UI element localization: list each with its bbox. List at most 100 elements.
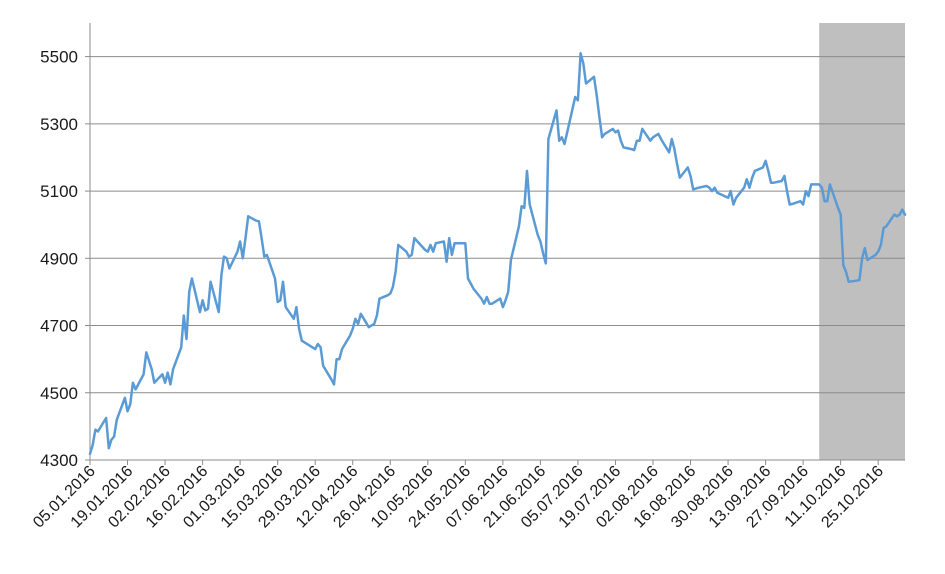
data-point: [754, 170, 756, 172]
data-point: [188, 291, 190, 293]
data-point: [735, 197, 737, 199]
data-point: [242, 257, 244, 259]
data-point: [368, 326, 370, 328]
data-point: [692, 188, 694, 190]
data-point: [108, 447, 110, 449]
data-point: [164, 382, 166, 384]
data-point: [491, 303, 493, 305]
data-point: [266, 254, 268, 256]
data-point: [314, 348, 316, 350]
data-point: [443, 240, 445, 243]
data-point: [845, 271, 847, 273]
data-point: [330, 378, 332, 380]
data-point: [89, 453, 91, 455]
data-point: [773, 182, 775, 184]
data-point: [336, 358, 338, 360]
data-point: [373, 323, 375, 325]
data-point: [767, 170, 769, 172]
data-point: [462, 242, 464, 244]
data-point: [360, 313, 362, 315]
data-point: [799, 200, 802, 202]
data-point: [424, 249, 426, 251]
data-point: [507, 291, 509, 293]
data-point: [167, 372, 169, 374]
data-point: [510, 259, 512, 261]
data-point: [370, 324, 373, 327]
data-point: [743, 187, 745, 189]
data-point: [614, 131, 617, 133]
data-point: [601, 136, 603, 138]
data-point: [765, 160, 767, 162]
data-point: [279, 299, 281, 301]
data-point: [874, 254, 877, 256]
data-point: [480, 298, 482, 300]
data-point: [435, 242, 437, 244]
data-point: [488, 303, 491, 305]
data-point: [593, 76, 595, 78]
data-point: [236, 251, 239, 253]
data-point: [247, 215, 249, 217]
data-point: [585, 82, 587, 85]
data-point: [612, 128, 614, 130]
data-point: [392, 286, 394, 288]
data-point: [802, 203, 804, 206]
data-point: [529, 203, 531, 206]
data-point: [877, 251, 879, 253]
data-point: [580, 52, 582, 54]
data-point: [542, 252, 544, 254]
y-tick-label: 4500: [40, 384, 78, 403]
data-point: [655, 135, 657, 137]
data-point: [116, 419, 118, 421]
data-point: [596, 94, 598, 96]
y-tick-label: 4300: [40, 451, 78, 470]
data-point: [97, 430, 99, 432]
data-point: [770, 182, 772, 184]
data-point: [555, 109, 558, 111]
data-point: [277, 301, 279, 303]
data-point: [537, 234, 539, 236]
data-point: [566, 131, 568, 133]
data-point: [504, 299, 507, 301]
data-point: [521, 205, 523, 207]
data-point: [748, 187, 751, 189]
data-point: [526, 170, 528, 172]
data-point: [202, 299, 204, 301]
data-point: [183, 314, 185, 317]
data-point: [577, 99, 579, 101]
data-point: [411, 254, 413, 256]
data-point: [668, 151, 670, 153]
data-point: [574, 96, 576, 98]
data-point: [781, 180, 783, 182]
data-point: [829, 183, 831, 185]
data-point: [818, 183, 820, 185]
data-point: [145, 351, 147, 353]
data-point: [861, 257, 863, 259]
data-point: [901, 209, 903, 211]
highlight-band: [819, 23, 905, 460]
data-point: [622, 146, 625, 148]
data-point: [129, 403, 131, 406]
data-point: [885, 225, 887, 227]
data-point: [301, 340, 303, 342]
data-point: [94, 429, 96, 431]
data-point: [293, 318, 295, 320]
data-point: [143, 373, 145, 375]
data-point: [180, 346, 182, 348]
data-point: [105, 417, 107, 419]
data-point: [282, 281, 284, 283]
data-point: [467, 277, 469, 280]
data-point: [451, 254, 453, 256]
data-point: [676, 163, 678, 165]
data-point: [341, 348, 343, 350]
data-point: [429, 244, 432, 246]
data-point: [472, 288, 474, 290]
data-point: [464, 242, 466, 244]
data-point: [673, 148, 676, 150]
data-point: [349, 335, 351, 337]
data-point: [518, 225, 520, 227]
y-tick-label: 5100: [40, 182, 78, 201]
data-point: [727, 197, 729, 199]
data-point: [191, 277, 193, 280]
data-point: [523, 207, 525, 209]
data-point: [172, 368, 174, 370]
